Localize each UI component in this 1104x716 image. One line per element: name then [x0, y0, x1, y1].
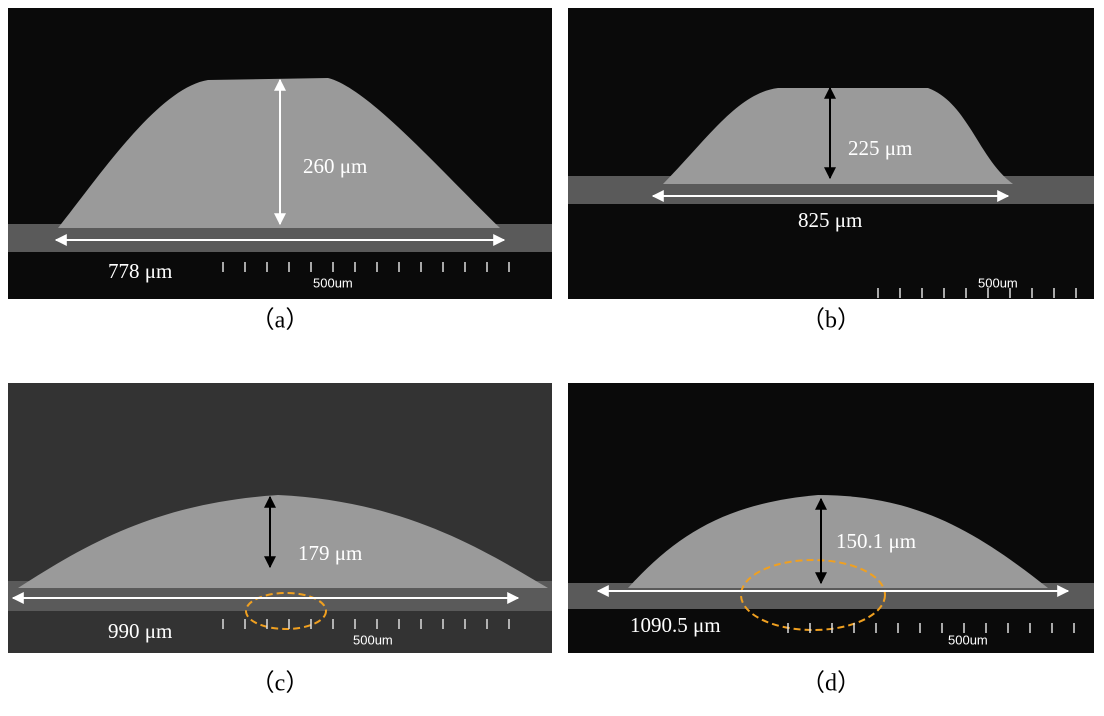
- width-label: 825 μm: [798, 208, 862, 232]
- height-label: 150.1 μm: [836, 529, 916, 553]
- height-label: 225 μm: [848, 136, 912, 160]
- scale-label: 500um: [978, 275, 1018, 290]
- panel-caption: （d）: [801, 671, 861, 697]
- panel-caption: （c）: [251, 671, 310, 697]
- width-label: 778 μm: [108, 259, 172, 283]
- substrate: [8, 224, 552, 252]
- height-label: 260 μm: [303, 154, 367, 178]
- height-label: 179 μm: [298, 541, 362, 565]
- scale-label: 500um: [313, 275, 353, 290]
- width-label: 1090.5 μm: [630, 613, 721, 637]
- figure: 260 μm 778 μm 500um （a） 225 μm 825 μm 500um （b）…: [0, 0, 1104, 711]
- scale-label: 500um: [353, 632, 393, 647]
- panel-caption: （a）: [251, 308, 310, 334]
- panel-caption: （b）: [801, 308, 861, 334]
- micrograph-panel: 225 μm 825 μm 500um: [568, 8, 1094, 299]
- micrograph-panel: 179 μm 990 μm 500um: [8, 383, 552, 653]
- width-label: 990 μm: [108, 619, 172, 643]
- micrograph-panel: 260 μm 778 μm 500um: [8, 8, 552, 299]
- micrograph-panel: 150.1 μm 1090.5 μm 500um: [568, 383, 1094, 653]
- scale-label: 500um: [948, 632, 988, 647]
